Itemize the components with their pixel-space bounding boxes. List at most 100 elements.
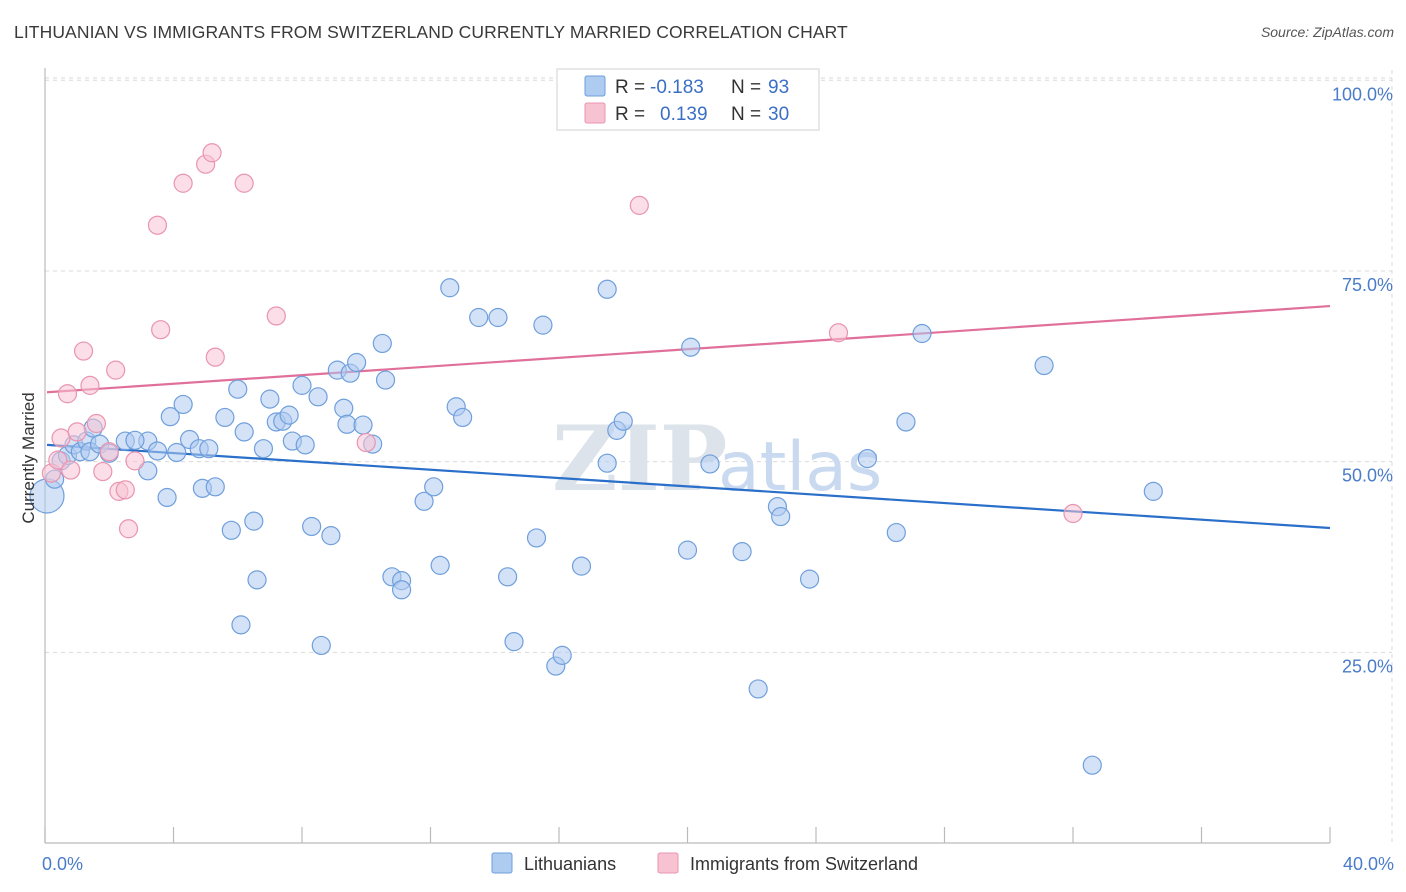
point-blue <box>488 307 508 328</box>
point-blue <box>279 405 299 425</box>
point-blue <box>311 635 331 656</box>
point-blue <box>234 422 254 442</box>
point-pink <box>67 422 87 442</box>
point-pink <box>86 413 107 434</box>
point-blue <box>157 487 177 508</box>
point-blue <box>504 632 524 652</box>
point-pink <box>57 384 78 404</box>
bottom-legend-swatch-blue <box>491 852 513 874</box>
y-tick-labels: 25.0% 50.0% 75.0% 100.0% <box>1332 84 1393 676</box>
point-pink <box>205 347 225 367</box>
legend: R = -0.183 N = 93 R = 0.139 N = 30 <box>556 68 820 131</box>
point-blue <box>353 415 373 435</box>
point-blue <box>613 411 633 431</box>
point-blue <box>896 412 916 432</box>
point-blue <box>253 439 274 459</box>
point-blue <box>430 555 450 575</box>
point-blue <box>167 442 187 463</box>
y-axis-title: Currently Married <box>19 392 38 523</box>
y-tick-label: 100.0% <box>1332 84 1393 104</box>
legend-n-label-2: N = <box>731 104 761 125</box>
point-blue <box>1034 355 1054 376</box>
point-pink <box>151 320 171 340</box>
point-pink <box>202 143 222 163</box>
point-pink <box>173 173 193 193</box>
watermark-zip: ZIP <box>552 406 727 512</box>
point-blue <box>372 333 392 354</box>
point-blue <box>912 323 932 344</box>
point-blue <box>375 370 396 390</box>
point-blue <box>302 516 322 537</box>
legend-r-label-2: R = <box>615 104 645 125</box>
x-tick-label: 0.0% <box>42 854 83 874</box>
x-tick-labels: 0.0% 40.0% <box>42 854 1394 874</box>
point-blue <box>138 461 158 481</box>
chart-title: LITHUANIAN VS IMMIGRANTS FROM SWITZERLAN… <box>14 22 848 42</box>
point-blue <box>292 375 312 395</box>
point-blue <box>677 540 698 560</box>
point-blue <box>1082 755 1102 775</box>
point-blue <box>526 528 547 548</box>
y-tick-label: 75.0% <box>1342 275 1393 295</box>
point-pink <box>125 451 145 471</box>
point-blue <box>205 477 225 497</box>
y-tick-label: 25.0% <box>1342 656 1393 676</box>
axes <box>44 68 1331 844</box>
point-blue <box>199 439 219 459</box>
point-pink <box>80 375 100 395</box>
point-blue <box>886 522 906 543</box>
point-pink <box>828 323 849 343</box>
legend-n-label-1: N = <box>731 77 761 98</box>
point-pink <box>629 195 649 215</box>
point-blue <box>440 278 460 298</box>
point-blue <box>1143 481 1163 501</box>
x-tick-label: 40.0% <box>1343 854 1394 874</box>
point-blue <box>414 491 434 511</box>
point-blue <box>215 407 235 428</box>
bottom-legend-label-lithuanians: Lithuanians <box>524 854 616 874</box>
watermark-atlas: atlas <box>718 428 882 507</box>
source-label: Source: ZipAtlas.com <box>1260 24 1394 40</box>
point-blue <box>424 477 444 497</box>
point-blue <box>552 645 572 665</box>
point-blue <box>321 526 341 546</box>
point-pink <box>234 173 254 193</box>
point-blue <box>295 435 315 455</box>
point-blue <box>857 448 878 469</box>
point-blue <box>231 615 251 635</box>
bottom-legend-label-switzerland: Immigrants from Switzerland <box>690 854 918 874</box>
point-blue <box>799 569 820 589</box>
point-pink <box>147 215 168 235</box>
point-pink <box>1063 503 1083 524</box>
point-blue <box>681 337 701 357</box>
point-blue <box>453 407 473 428</box>
point-blue <box>173 394 193 415</box>
point-blue <box>700 454 720 474</box>
point-blue <box>347 352 367 373</box>
point-blue <box>771 506 791 527</box>
point-blue <box>533 315 553 335</box>
point-blue <box>308 387 328 407</box>
point-blue <box>571 556 592 576</box>
point-pink <box>48 450 68 470</box>
y-tick-label: 50.0% <box>1342 466 1393 486</box>
point-blue <box>160 407 180 427</box>
legend-n-value-1: 93 <box>768 77 789 98</box>
point-blue <box>469 307 489 328</box>
bottom-legend: Lithuanians Immigrants from Switzerland <box>491 852 918 874</box>
point-blue <box>498 567 518 587</box>
point-pink <box>266 306 286 326</box>
legend-r-value-1: -0.183 <box>650 77 704 98</box>
point-blue <box>597 453 617 473</box>
point-blue <box>260 389 280 409</box>
point-blue <box>337 414 357 434</box>
point-blue <box>391 580 412 600</box>
trend-line-blue <box>46 443 1331 530</box>
point-pink <box>73 341 94 361</box>
point-pink <box>115 480 135 500</box>
point-pink <box>61 460 81 480</box>
point-pink <box>106 360 126 380</box>
legend-swatch-blue <box>584 75 606 97</box>
point-blue <box>125 430 145 450</box>
